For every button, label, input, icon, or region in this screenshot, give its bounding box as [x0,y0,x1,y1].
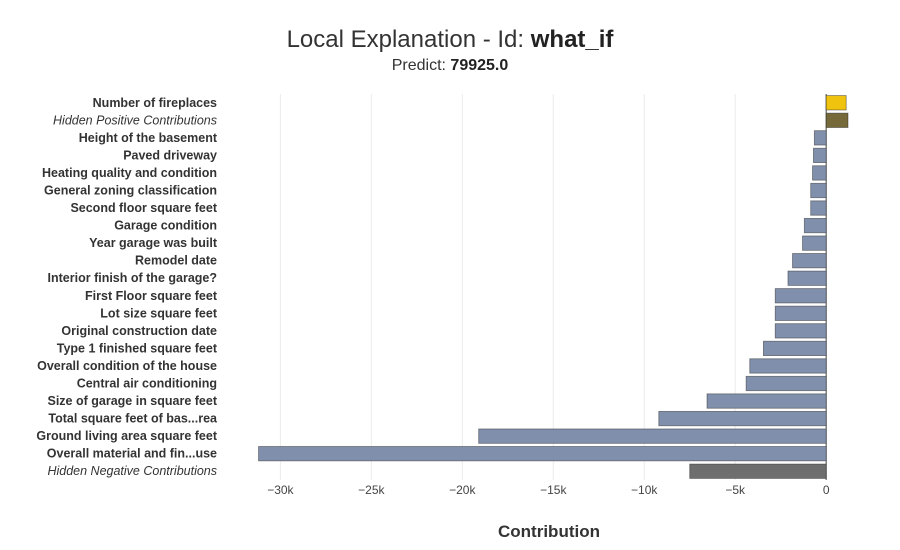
subtitle-prefix: Predict: [391,57,451,74]
bar[interactable] [813,130,827,146]
category-label: Ground living area square feet [36,429,217,443]
category-labels: Number of fireplaces Hidden Positive Cont… [36,96,218,478]
category-label: Central air conditioning [77,377,217,391]
category-label: Remodel date [135,254,217,268]
category-label: Overall condition of the house [37,359,217,373]
category-label: Interior finish of the garage? [48,271,217,285]
bar[interactable] [792,253,827,269]
title-id: what_if [530,26,614,53]
category-label: Paved driveway [123,148,217,162]
predict-value: 79925.0 [450,57,509,74]
x-tick-labels: −30k −25k −20k −15k −10k −5k 0 [267,483,830,497]
bar[interactable] [745,375,827,392]
category-label: Hidden Negative Contributions [47,464,217,478]
category-label: Year garage was built [89,236,218,250]
category-label: Total square feet of bas...rea [48,412,218,426]
x-tick-label: −15k [540,483,567,497]
bar[interactable] [658,410,827,427]
x-tick-label: 0 [823,483,830,497]
x-tick-label: −5k [725,483,746,497]
grid-lines [279,94,827,480]
bar[interactable] [812,165,827,181]
chart-title: Local Explanation - Id: what_if [0,26,900,54]
category-label: Type 1 finished square feet [57,341,218,355]
category-label: First Floor square feet [85,289,218,303]
bar[interactable] [825,112,849,128]
bar[interactable] [813,147,827,164]
bar[interactable] [825,95,847,111]
bar[interactable] [810,200,827,216]
bar[interactable] [258,446,827,462]
x-tick-label: −10k [631,483,658,497]
x-axis-title: Contribution [498,522,600,541]
category-label: Hidden Positive Contributions [53,113,217,127]
bar[interactable] [763,340,827,357]
bar[interactable] [689,463,827,479]
bar[interactable] [774,323,827,339]
category-label: Number of fireplaces [93,96,217,110]
x-tick-label: −20k [449,483,476,497]
category-label: Height of the basement [79,131,218,145]
bar[interactable] [774,288,827,304]
category-label: Second floor square feet [70,201,217,215]
x-tick-label: −30k [267,483,294,497]
category-label: Overall material and fin...use [47,447,217,461]
bar[interactable] [706,393,827,409]
category-label: General zoning classification [44,184,217,198]
title-prefix: Local Explanation - Id: [286,26,531,53]
category-label: Garage condition [114,219,217,233]
bar[interactable] [810,182,827,199]
category-label: Heating quality and condition [42,166,217,180]
category-label: Size of garage in square feet [48,394,218,408]
bar[interactable] [803,217,827,234]
bar[interactable] [802,235,827,251]
bar[interactable] [478,428,827,444]
bars-group [258,95,849,479]
category-label: Lot size square feet [100,306,218,320]
bar[interactable] [774,305,827,321]
chart-subtitle: Predict: 79925.0 [0,57,900,75]
bar[interactable] [749,358,827,374]
x-tick-label: −25k [358,483,385,497]
category-label: Original construction date [61,324,217,338]
bar[interactable] [787,270,827,286]
